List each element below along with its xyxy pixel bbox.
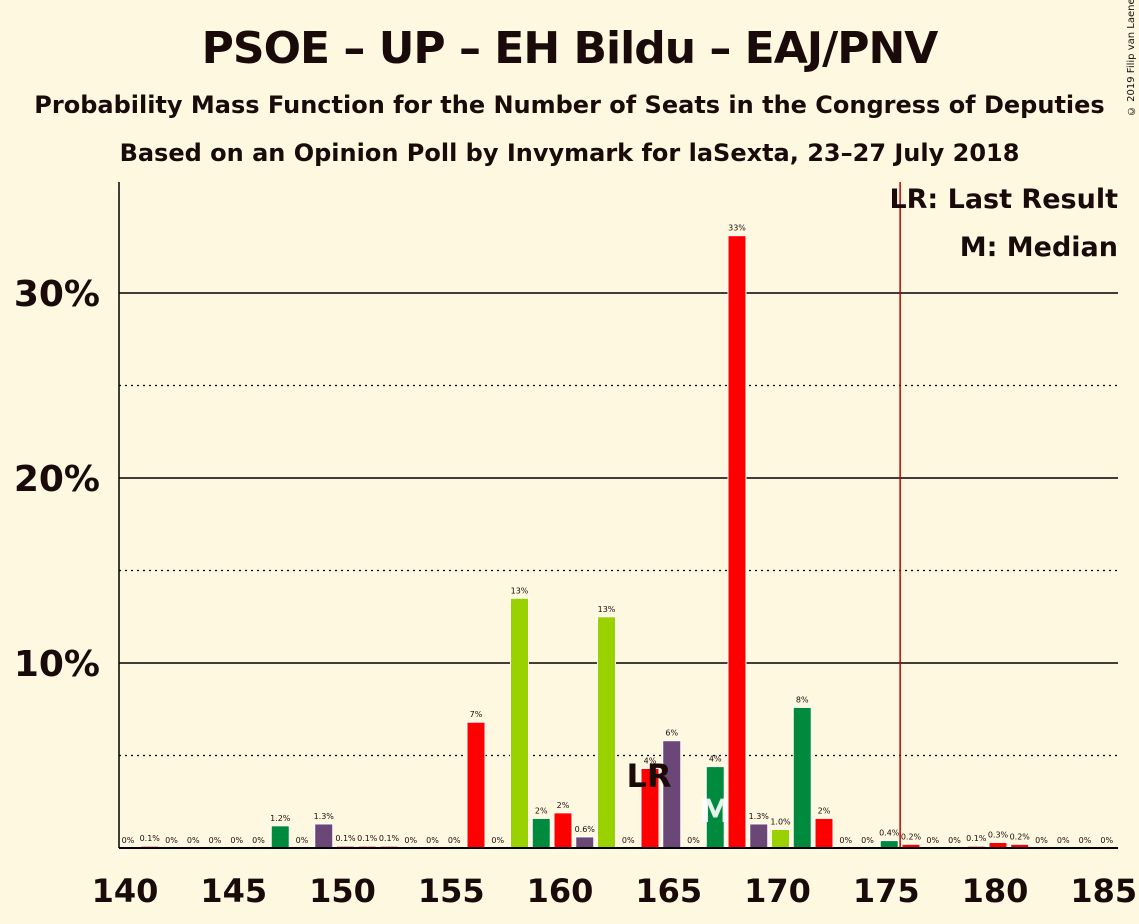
bar-value-label: 0% — [839, 836, 852, 845]
bar — [792, 706, 812, 849]
y-tick-label: 10% — [14, 644, 100, 685]
chart-title: PSOE – UP – EH Bildu – EAJ/PNV — [201, 23, 939, 74]
bar-value-label: 1.0% — [770, 818, 791, 827]
bar — [814, 817, 834, 849]
bar-value-label: 0% — [230, 836, 243, 845]
bar — [749, 823, 769, 849]
bar-value-label: 4% — [644, 756, 657, 765]
bar — [553, 812, 573, 849]
bar-value-label: 0% — [296, 836, 309, 845]
bar-value-label: 0% — [404, 836, 417, 845]
bar-value-label: 0.1% — [335, 834, 356, 843]
bar-value-label: 6% — [665, 729, 678, 738]
bar — [466, 721, 486, 849]
chart-subtitle: Probability Mass Function for the Number… — [34, 91, 1105, 119]
bar-value-label: 2% — [557, 801, 570, 810]
chart-source: Based on an Opinion Poll by Invymark for… — [119, 139, 1020, 167]
bar-value-label: 0% — [1057, 836, 1070, 845]
bar-value-label: 1.3% — [314, 812, 335, 821]
bar-value-label: 7% — [470, 710, 483, 719]
y-tick-label: 20% — [14, 459, 100, 500]
x-tick-label: 150 — [309, 872, 376, 910]
bar — [270, 825, 290, 849]
bar-value-label: 0% — [252, 836, 265, 845]
bar — [771, 829, 790, 849]
median-marker: M — [699, 792, 731, 830]
x-tick-label: 180 — [962, 872, 1029, 910]
bar-value-label: 0% — [1100, 836, 1113, 845]
bar — [531, 817, 551, 849]
bar-value-label: 0% — [448, 836, 461, 845]
bar-value-label: 0% — [122, 836, 135, 845]
bar-value-label: 13% — [511, 586, 529, 595]
bar-value-label: 0% — [491, 836, 504, 845]
bar-value-label: 0% — [948, 836, 961, 845]
bar-value-label: 13% — [598, 605, 616, 614]
x-tick-label: 185 — [1070, 872, 1137, 910]
bar-value-label: 0.6% — [575, 825, 596, 834]
bar — [727, 235, 747, 849]
legend-median: M: Median — [959, 232, 1118, 263]
bar-value-label: 0.3% — [988, 830, 1009, 839]
bar-value-label: 2% — [818, 806, 831, 815]
bar-value-label: 0.2% — [1010, 832, 1031, 841]
bar — [597, 616, 616, 849]
bar-value-label: 0% — [187, 836, 200, 845]
bar-value-label: 0% — [209, 836, 222, 845]
bar-value-label: 0% — [926, 836, 939, 845]
bar — [314, 823, 334, 849]
bar-value-label: 0% — [687, 836, 700, 845]
bar-value-label: 2% — [535, 806, 548, 815]
bar-value-label: 0% — [165, 836, 178, 845]
x-tick-label: 165 — [635, 872, 702, 910]
bar-value-label: 4% — [709, 755, 722, 764]
bar-value-label: 0% — [622, 836, 635, 845]
bar-value-label: 0% — [1079, 836, 1092, 845]
bar-value-label: 8% — [796, 695, 809, 704]
x-tick-label: 140 — [92, 872, 159, 910]
bar-value-label: 0% — [1035, 836, 1048, 845]
bar — [575, 836, 595, 849]
y-tick-label: 30% — [14, 274, 100, 315]
bar-value-label: 0.1% — [379, 834, 400, 843]
bar-value-label: 0% — [426, 836, 439, 845]
bar — [879, 840, 899, 849]
bar-value-label: 0.1% — [966, 834, 987, 843]
bar — [510, 597, 529, 849]
x-tick-label: 160 — [527, 872, 594, 910]
bar-value-label: 0% — [861, 836, 874, 845]
bar-value-label: 0.1% — [140, 834, 161, 843]
x-tick-label: 155 — [418, 872, 485, 910]
x-tick-label: 170 — [744, 872, 811, 910]
bar-value-label: 0.2% — [901, 832, 922, 841]
bar-value-label: 33% — [728, 224, 746, 233]
last-result-marker: LR — [626, 757, 671, 795]
x-tick-label: 145 — [200, 872, 267, 910]
bar-value-label: 1.2% — [270, 814, 291, 823]
bar-value-label: 0.1% — [357, 834, 378, 843]
x-tick-label: 175 — [853, 872, 920, 910]
bar-value-label: 0.4% — [879, 829, 900, 838]
bar-value-label: 1.3% — [749, 812, 770, 821]
legend-last-result: LR: Last Result — [889, 184, 1118, 215]
